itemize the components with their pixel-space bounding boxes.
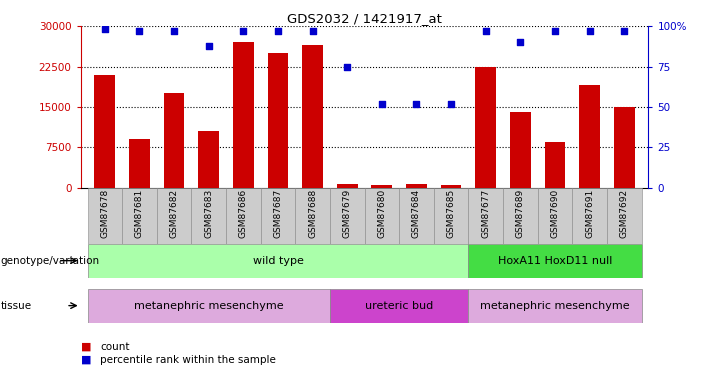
Bar	[365, 188, 399, 244]
Bar	[441, 185, 461, 188]
Point	[376, 100, 388, 106]
Bar	[579, 86, 600, 188]
Text: GSM87679: GSM87679	[343, 189, 352, 238]
Point	[203, 43, 215, 49]
Text: GSM87689: GSM87689	[516, 189, 525, 238]
Bar	[538, 188, 572, 244]
Bar	[607, 188, 641, 244]
Text: GSM87688: GSM87688	[308, 189, 317, 238]
Bar	[510, 112, 531, 188]
Text: metanephric mesenchyme: metanephric mesenchyme	[134, 301, 283, 310]
Bar	[95, 75, 115, 188]
Point	[134, 28, 145, 34]
Bar	[295, 188, 330, 244]
Text: GSM87692: GSM87692	[620, 189, 629, 238]
Text: count: count	[100, 342, 130, 352]
Text: GSM87678: GSM87678	[100, 189, 109, 238]
Text: GSM87682: GSM87682	[170, 189, 179, 238]
Point	[273, 28, 284, 34]
Text: percentile rank within the sample: percentile rank within the sample	[100, 355, 276, 365]
Title: GDS2032 / 1421917_at: GDS2032 / 1421917_at	[287, 12, 442, 25]
Text: GSM87684: GSM87684	[412, 189, 421, 238]
Bar	[191, 188, 226, 244]
Bar	[261, 188, 295, 244]
Text: genotype/variation: genotype/variation	[1, 256, 100, 266]
Bar	[122, 188, 157, 244]
Bar	[468, 188, 503, 244]
Text: metanephric mesenchyme: metanephric mesenchyme	[480, 301, 629, 310]
Point	[445, 100, 456, 106]
Bar	[336, 184, 358, 188]
Text: GSM87683: GSM87683	[204, 189, 213, 238]
Bar	[88, 289, 330, 322]
Point	[411, 100, 422, 106]
Point	[100, 27, 111, 33]
Bar	[88, 244, 468, 278]
Bar	[372, 185, 393, 188]
Bar	[406, 184, 427, 188]
Point	[307, 28, 318, 34]
Bar	[545, 142, 565, 188]
Point	[550, 28, 561, 34]
Point	[480, 28, 491, 34]
Bar	[399, 188, 434, 244]
Text: ■: ■	[81, 342, 91, 352]
Bar	[233, 42, 254, 188]
Text: ureteric bud: ureteric bud	[365, 301, 433, 310]
Text: GSM87691: GSM87691	[585, 189, 594, 238]
Bar	[198, 131, 219, 188]
Bar	[302, 45, 323, 188]
Bar	[129, 139, 150, 188]
Bar	[468, 289, 641, 322]
Bar	[164, 93, 184, 188]
Point	[618, 28, 629, 34]
Bar	[468, 244, 641, 278]
Text: HoxA11 HoxD11 null: HoxA11 HoxD11 null	[498, 256, 612, 266]
Point	[238, 28, 249, 34]
Bar	[88, 188, 122, 244]
Point	[341, 63, 353, 70]
Text: GSM87681: GSM87681	[135, 189, 144, 238]
Bar	[330, 188, 365, 244]
Bar	[572, 188, 607, 244]
Bar	[226, 188, 261, 244]
Text: GSM87677: GSM87677	[481, 189, 490, 238]
Text: GSM87687: GSM87687	[273, 189, 283, 238]
Bar	[434, 188, 468, 244]
Bar	[503, 188, 538, 244]
Text: GSM87685: GSM87685	[447, 189, 456, 238]
Point	[584, 28, 595, 34]
Text: ■: ■	[81, 355, 91, 365]
Point	[515, 39, 526, 45]
Bar	[157, 188, 191, 244]
Bar	[614, 107, 634, 188]
Text: wild type: wild type	[252, 256, 304, 266]
Bar	[268, 53, 288, 188]
Text: GSM87680: GSM87680	[377, 189, 386, 238]
Text: GSM87686: GSM87686	[239, 189, 248, 238]
Text: GSM87690: GSM87690	[550, 189, 559, 238]
Bar	[475, 67, 496, 188]
Text: tissue: tissue	[1, 301, 32, 310]
Point	[168, 28, 179, 34]
Bar	[330, 289, 468, 322]
